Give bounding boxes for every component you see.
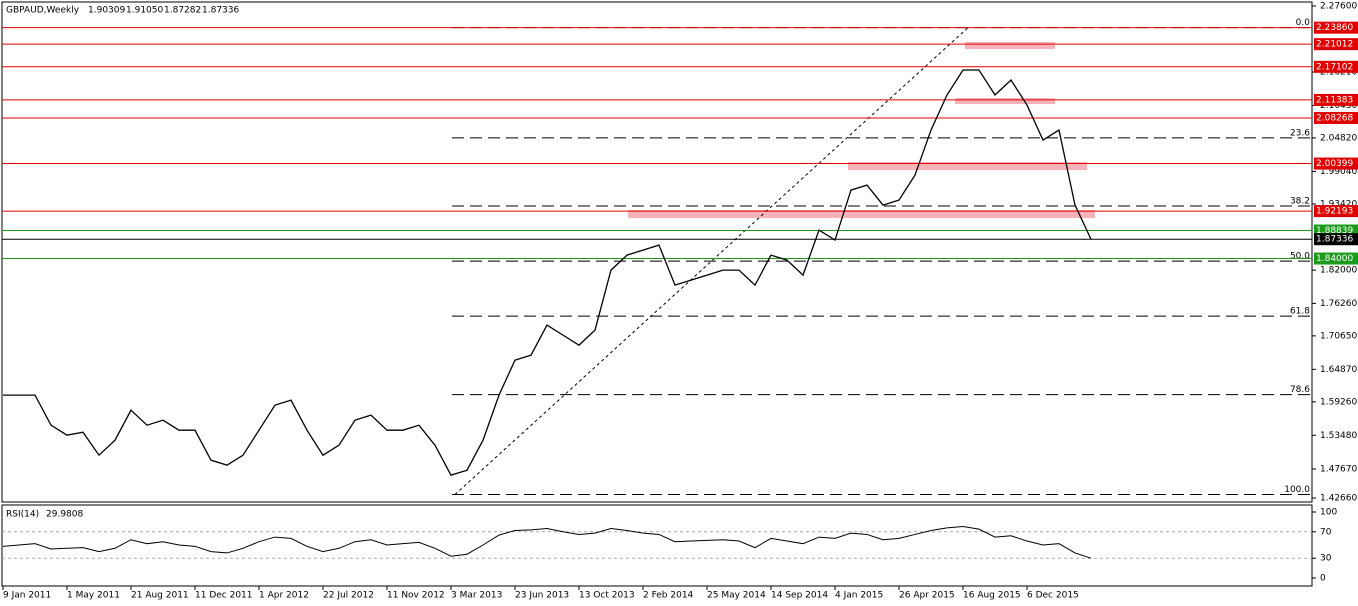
level-label: 1.88839 [1316, 226, 1353, 236]
level-box [1314, 38, 1358, 51]
y-tick-label: 1.47670 [1320, 464, 1357, 474]
level-box [1314, 111, 1358, 124]
level-label: 2.23860 [1316, 23, 1353, 33]
x-tick-label: 13 Oct 2013 [579, 591, 635, 601]
fib-label: 38.2 [1290, 197, 1310, 207]
zone [965, 42, 1055, 50]
x-tick-label: 26 Apr 2015 [899, 591, 955, 601]
rsi-panel [1, 504, 1313, 587]
rsi-tick-label: 100 [1320, 508, 1337, 518]
y-tick-label: 2.10430 [1320, 101, 1357, 111]
y-tick-label: 1.53480 [1320, 431, 1357, 441]
y-tick-label: 1.70650 [1320, 331, 1357, 341]
x-tick-label: 14 Sep 2014 [771, 591, 828, 601]
rsi-name: RSI(14) [6, 510, 39, 520]
level-box [1314, 60, 1358, 73]
fib-label: 100.0 [1284, 485, 1310, 495]
fib-label: 23.6 [1290, 128, 1310, 138]
x-tick-label: 1 May 2011 [67, 591, 120, 601]
y-tick-label: 1.99040 [1320, 167, 1357, 177]
x-tick-label: 4 Jan 2015 [835, 591, 883, 601]
level-label: 2.00399 [1316, 159, 1353, 169]
rsi-line [2, 526, 1092, 559]
zone [628, 210, 1095, 219]
x-tick-label: 6 Dec 2015 [1027, 591, 1079, 601]
y-tick-label: 2.04820 [1320, 133, 1357, 143]
rsi-tick-label: 70 [1320, 527, 1332, 537]
level-box [1314, 252, 1358, 265]
level-label: 1.92193 [1316, 207, 1353, 217]
level-box [1314, 21, 1358, 34]
level-box [1314, 233, 1358, 246]
y-tick-label: 1.59260 [1320, 397, 1357, 407]
x-tick-label: 11 Dec 2011 [195, 591, 253, 601]
fib-label: 61.8 [1290, 307, 1310, 317]
x-tick-label: 1 Apr 2012 [259, 591, 309, 601]
level-label: 2.11383 [1316, 95, 1353, 105]
y-tick-label: 1.76260 [1320, 299, 1357, 309]
x-tick-label: 2 Feb 2014 [643, 591, 694, 601]
price-panel [1, 1, 1313, 503]
fib-label: 50.0 [1290, 252, 1310, 262]
rsi-tick-label: 30 [1320, 554, 1332, 564]
x-tick-label: 21 Aug 2011 [131, 591, 189, 601]
x-tick-label: 3 Mar 2013 [451, 591, 502, 601]
level-label: 2.21012 [1316, 40, 1353, 50]
y-tick-label: 1.64870 [1320, 365, 1357, 375]
x-tick-label: 11 Nov 2012 [387, 591, 445, 601]
price-line [3, 69, 1092, 476]
level-box [1314, 157, 1358, 170]
level-label: 2.08268 [1316, 113, 1353, 123]
level-label: 1.84000 [1316, 254, 1353, 264]
rsi-current: 29.9808 [46, 510, 83, 520]
y-tick-label: 1.82000 [1320, 266, 1357, 276]
zone [848, 162, 1087, 171]
level-label: 1.87336 [1316, 235, 1353, 245]
fib-label: 0.0 [1296, 18, 1311, 28]
level-label: 2.17102 [1316, 62, 1353, 72]
symbol: GBPAUD,Weekly [6, 6, 80, 16]
x-tick-label: 22 Jul 2012 [323, 591, 374, 601]
zone [955, 98, 1055, 105]
y-tick-label: 1.93420 [1320, 199, 1357, 209]
x-tick-label: 16 Aug 2015 [963, 591, 1021, 601]
x-tick-label: 9 Jan 2011 [3, 591, 51, 601]
y-tick-label: 2.27600 [1320, 2, 1357, 12]
y-tick-label: 1.42660 [1320, 494, 1357, 504]
level-box [1314, 93, 1358, 106]
level-box [1314, 205, 1358, 218]
high: 1.91050 [126, 6, 163, 16]
rsi-tick-label: 0 [1320, 574, 1326, 584]
fib-trend [454, 27, 969, 495]
x-tick-label: 23 Jun 2013 [515, 591, 569, 601]
x-tick-label: 25 May 2014 [707, 591, 766, 601]
fib-label: 78.6 [1290, 385, 1310, 395]
open: 1.90309 [88, 6, 125, 16]
close: 1.87336 [202, 6, 239, 16]
low: 1.87282 [164, 6, 201, 16]
